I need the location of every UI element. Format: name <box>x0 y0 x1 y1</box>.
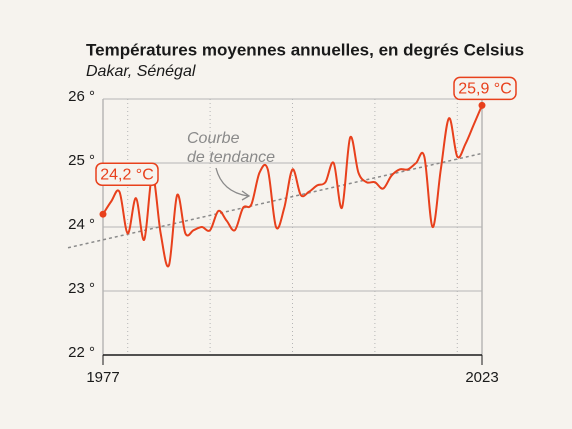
annotation-arrow <box>215 167 251 201</box>
y-tick-label: 24 ° <box>68 216 95 233</box>
data-line <box>102 105 483 268</box>
y-tick-label: 26 ° <box>68 88 95 105</box>
chart-title: Températures moyennes annuelles, en degr… <box>86 40 524 59</box>
x-tick-label: 1977 <box>86 369 119 386</box>
value-label: 25,9 °C <box>458 81 512 98</box>
annotation: Courbe <box>187 130 240 147</box>
trend-line <box>67 152 483 249</box>
value-label-box <box>95 162 159 186</box>
end-point <box>99 210 107 218</box>
x-tick-label: 2023 <box>465 369 498 386</box>
y-tick-label: 22 ° <box>68 344 95 361</box>
y-tick-label: 23 ° <box>68 280 95 297</box>
annotation: de tendance <box>187 149 275 166</box>
y-tick-label: 25 ° <box>68 152 95 169</box>
end-point <box>478 101 486 109</box>
value-label-box <box>453 76 517 101</box>
value-label: 24,2 °C <box>100 166 154 183</box>
chart-subtitle: Dakar, Sénégal <box>86 63 196 80</box>
